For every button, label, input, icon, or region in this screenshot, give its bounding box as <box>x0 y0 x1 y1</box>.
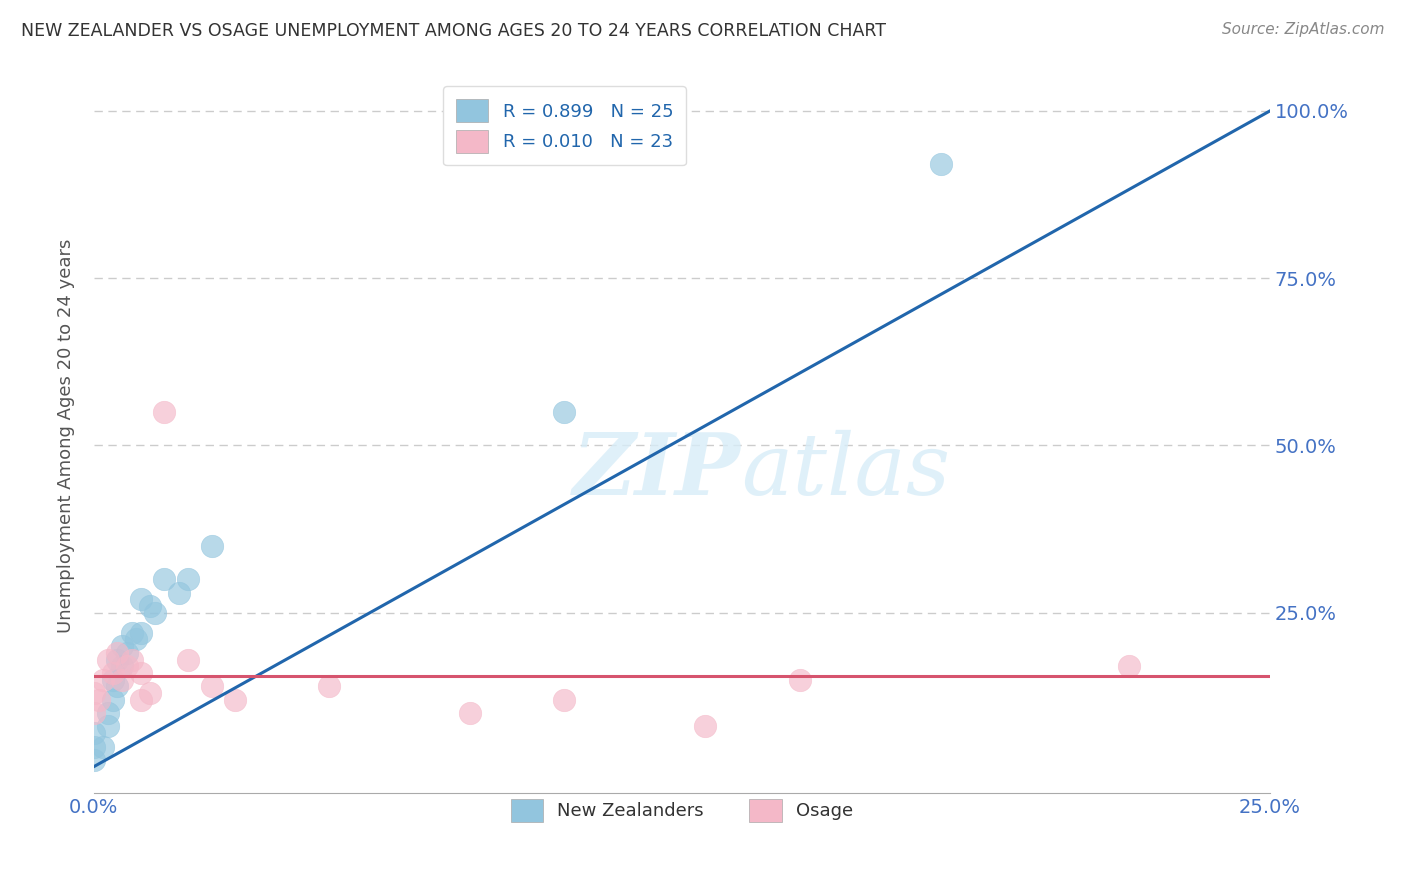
Point <box>107 646 129 660</box>
Point <box>139 686 162 700</box>
Point <box>91 739 114 754</box>
Point <box>177 572 200 586</box>
Point <box>97 652 120 666</box>
Point <box>83 706 105 720</box>
Point <box>83 753 105 767</box>
Point <box>129 592 152 607</box>
Point <box>200 539 222 553</box>
Point <box>83 686 105 700</box>
Point <box>125 632 148 647</box>
Point <box>318 679 340 693</box>
Point <box>929 157 952 171</box>
Point <box>97 719 120 733</box>
Point <box>107 679 129 693</box>
Text: NEW ZEALANDER VS OSAGE UNEMPLOYMENT AMONG AGES 20 TO 24 YEARS CORRELATION CHART: NEW ZEALANDER VS OSAGE UNEMPLOYMENT AMON… <box>21 22 886 40</box>
Point <box>139 599 162 613</box>
Point <box>553 692 575 706</box>
Text: Source: ZipAtlas.com: Source: ZipAtlas.com <box>1222 22 1385 37</box>
Point <box>101 673 124 687</box>
Point <box>115 659 138 673</box>
Point <box>83 739 105 754</box>
Point <box>115 646 138 660</box>
Point <box>107 652 129 666</box>
Point <box>553 405 575 419</box>
Point <box>111 639 134 653</box>
Point <box>177 652 200 666</box>
Point <box>97 706 120 720</box>
Point <box>789 673 811 687</box>
Point <box>153 405 176 419</box>
Point <box>101 665 124 680</box>
Point <box>200 679 222 693</box>
Point <box>121 652 143 666</box>
Point <box>129 625 152 640</box>
Point <box>224 692 246 706</box>
Point <box>91 673 114 687</box>
Text: ZIP: ZIP <box>572 429 741 513</box>
Point <box>1118 659 1140 673</box>
Point <box>167 585 190 599</box>
Point <box>83 726 105 740</box>
Point <box>129 692 152 706</box>
Point <box>458 706 481 720</box>
Point <box>111 659 134 673</box>
Point <box>87 692 110 706</box>
Point <box>695 719 717 733</box>
Text: atlas: atlas <box>741 430 950 513</box>
Y-axis label: Unemployment Among Ages 20 to 24 years: Unemployment Among Ages 20 to 24 years <box>58 238 75 632</box>
Point <box>101 692 124 706</box>
Point <box>121 625 143 640</box>
Point <box>129 665 152 680</box>
Point <box>153 572 176 586</box>
Point <box>143 606 166 620</box>
Point <box>111 673 134 687</box>
Legend: New Zealanders, Osage: New Zealanders, Osage <box>498 786 866 834</box>
